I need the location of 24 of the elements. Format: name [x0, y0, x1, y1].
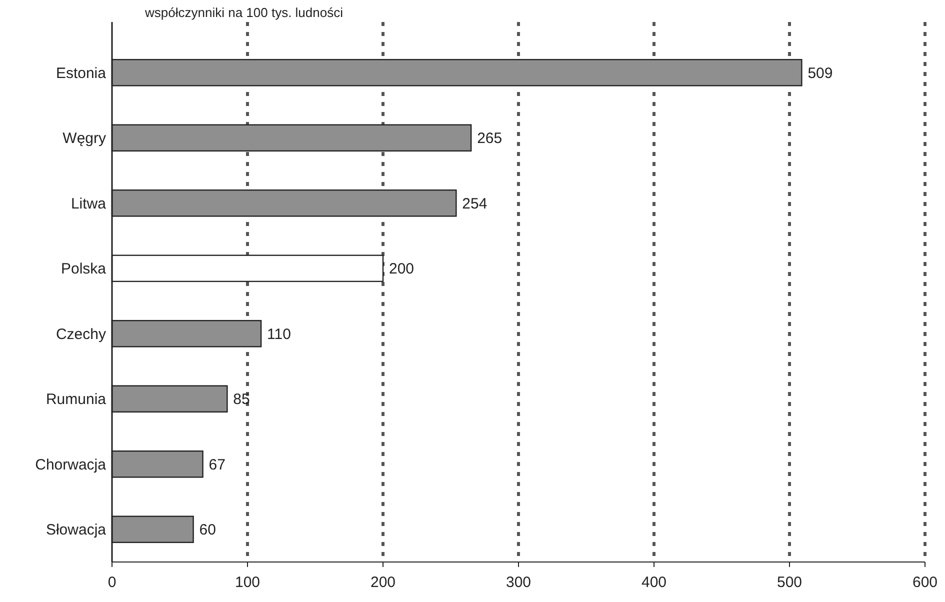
- x-tick-label: 600: [912, 574, 938, 591]
- x-tick-label: 0: [108, 574, 116, 591]
- y-tick-label: Czechy: [56, 326, 106, 343]
- x-tick-label: 100: [234, 574, 260, 591]
- data-label: 60: [199, 522, 216, 539]
- data-label: 509: [808, 64, 833, 82]
- y-tick-label: Słowacja: [46, 522, 107, 539]
- data-label: 110: [267, 326, 291, 343]
- x-tick-label: 300: [506, 574, 532, 591]
- x-tick-label: 400: [641, 574, 667, 591]
- y-tick-label: Chorwacja: [35, 456, 107, 474]
- y-tick-label: Węgry: [62, 130, 106, 148]
- data-label: 67: [208, 456, 226, 474]
- chart-title: współczynniki na 100 tys. ludności: [144, 5, 344, 20]
- x-tick-label: 200: [370, 574, 396, 591]
- y-tick-label: Polska: [60, 260, 107, 278]
- x-tick-label: 500: [776, 574, 802, 591]
- data-label: 265: [477, 130, 502, 148]
- data-label: 254: [462, 195, 488, 212]
- data-label: 200: [389, 260, 414, 278]
- data-label: 85: [233, 391, 250, 408]
- y-tick-label: Rumunia: [46, 391, 107, 408]
- y-tick-label: Litwa: [70, 195, 107, 212]
- y-tick-label: Estonia: [56, 64, 107, 82]
